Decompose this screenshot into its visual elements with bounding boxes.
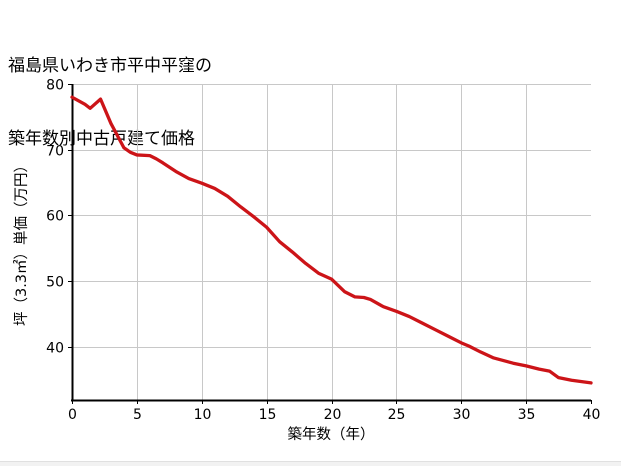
x-tick-label: 20 [324,407,342,423]
chart-title: 福島県いわき市平中平窪の 築年数別中古戸建て価格 [8,6,212,199]
x-tick-label: 0 [68,407,77,423]
x-tick-label: 35 [518,407,536,423]
x-tick-label: 15 [259,407,277,423]
window-bottom-strip [0,461,621,466]
x-axis-title: 築年数（年） [288,425,375,443]
chart-title-line-2: 築年数別中古戸建て価格 [8,128,195,149]
y-tick-label: 80 [46,78,64,94]
x-axis-ticks: 0 5 10 15 20 25 30 35 40 [68,400,600,423]
y-tick-label: 70 [46,144,64,160]
x-tick-label: 30 [453,407,471,423]
gridlines [72,84,591,400]
x-tick-label: 10 [194,407,212,423]
chart-title-line-1: 福島県いわき市平中平窪の [8,56,212,77]
y-tick-label: 60 [46,209,64,225]
y-tick-label: 40 [46,341,64,357]
x-tick-label: 40 [583,407,601,423]
y-axis-title: 坪（3.3㎡）単価（万円） [13,158,30,326]
price-series-line [70,95,593,385]
y-axis-ticks: 40 50 60 70 80 [46,78,72,357]
y-tick-label: 50 [46,275,64,291]
x-tick-label: 5 [133,407,142,423]
x-tick-label: 25 [388,407,406,423]
